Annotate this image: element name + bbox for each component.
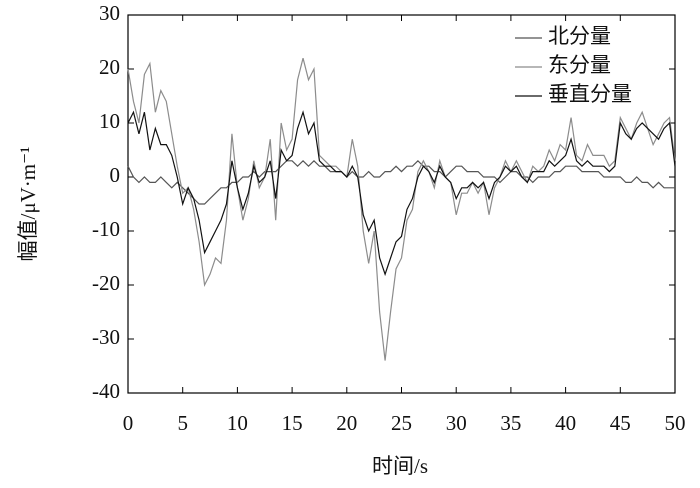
x-tick-label: 40 <box>555 411 576 435</box>
x-tick-label: 20 <box>336 411 357 435</box>
y-tick-label: -40 <box>92 379 120 403</box>
y-tick-label: 10 <box>99 109 120 133</box>
x-axis-label: 时间/s <box>372 454 428 478</box>
x-tick-label: 35 <box>500 411 521 435</box>
x-tick-label: 45 <box>610 411 631 435</box>
y-axis-label: 幅值/μV·m⁻¹ <box>16 147 40 262</box>
y-tick-label: 0 <box>110 163 121 187</box>
series-line <box>127 159 675 205</box>
x-tick-label: 10 <box>227 411 248 435</box>
legend-label: 东分量 <box>548 53 611 77</box>
x-tick-label: 15 <box>282 411 303 435</box>
y-tick-label: 20 <box>99 55 120 79</box>
legend-label: 垂直分量 <box>548 82 632 106</box>
x-tick-label: 25 <box>391 411 412 435</box>
y-tick-label: -30 <box>92 325 120 349</box>
y-tick-label: 30 <box>99 1 120 25</box>
x-tick-label: 0 <box>123 411 134 435</box>
series-line <box>127 110 676 277</box>
x-tick-label: 5 <box>177 411 188 435</box>
series-line <box>127 58 676 361</box>
legend-label: 北分量 <box>548 24 611 48</box>
x-tick-label: 30 <box>446 411 467 435</box>
y-tick-label: -10 <box>92 217 120 241</box>
y-tick-label: -20 <box>92 271 120 295</box>
x-tick-label: 50 <box>665 411 686 435</box>
